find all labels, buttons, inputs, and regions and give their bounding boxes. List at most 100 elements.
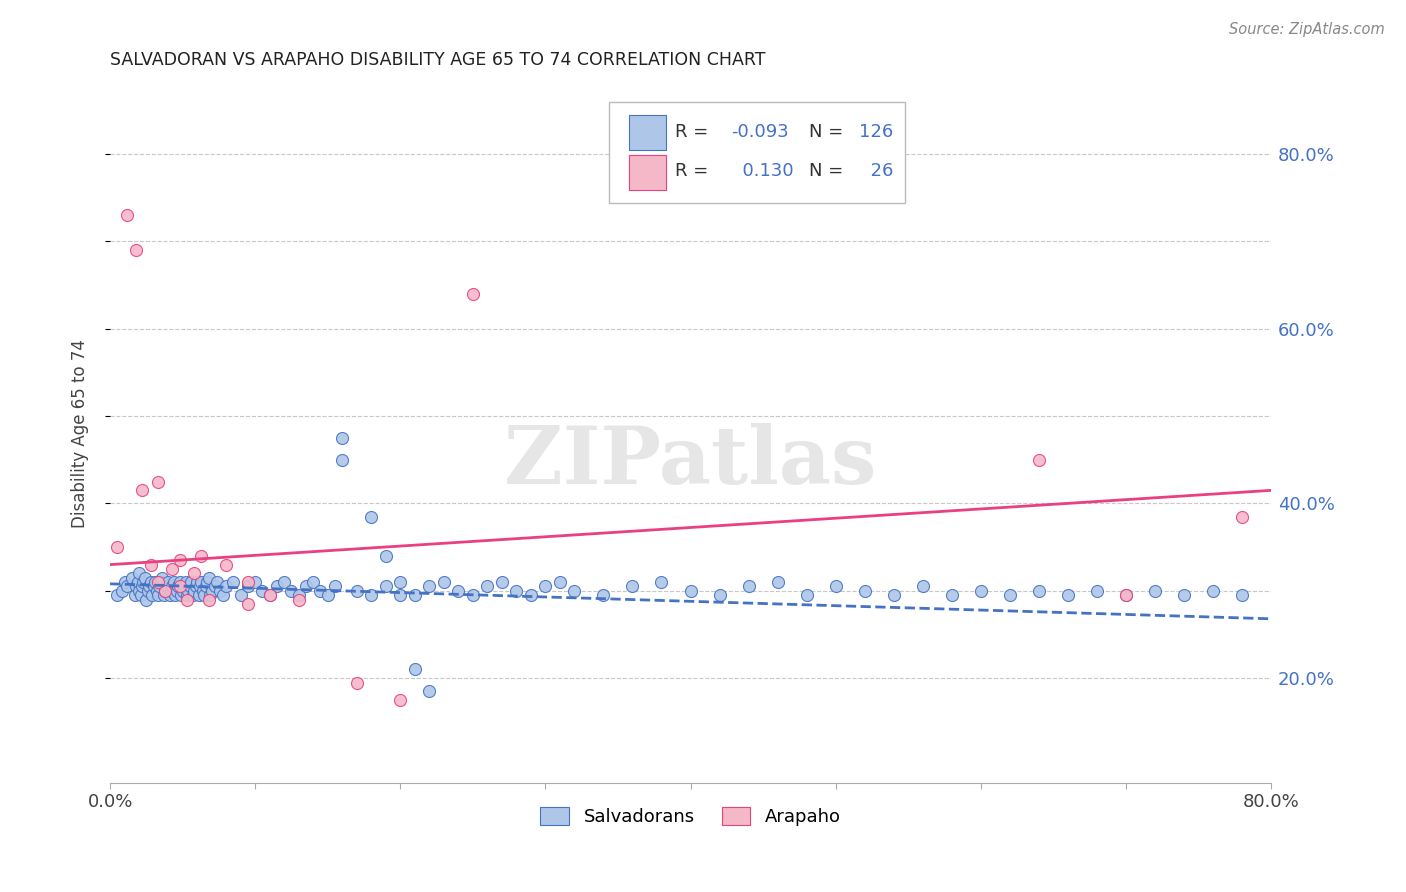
Point (853, 583, 876, 598)
Point (166, 583, 188, 598)
FancyBboxPatch shape (628, 115, 666, 150)
Point (146, 588, 169, 602)
Point (564, 583, 586, 598)
Point (142, 579, 165, 593)
Point (998, 588, 1021, 602)
Point (389, 575, 412, 590)
Point (309, 583, 332, 598)
Point (252, 583, 274, 598)
Point (132, 575, 155, 590)
Point (330, 452, 353, 467)
Point (181, 588, 204, 602)
Point (1202, 583, 1225, 598)
Point (136, 583, 159, 598)
Point (360, 509, 382, 524)
Point (179, 579, 201, 593)
Text: 26: 26 (859, 162, 893, 180)
Point (139, 575, 162, 590)
Text: 126: 126 (859, 123, 893, 141)
Point (183, 583, 205, 598)
Point (134, 571, 156, 585)
Point (433, 575, 456, 590)
Point (883, 588, 905, 602)
Point (1056, 588, 1078, 602)
Point (129, 588, 152, 602)
Point (346, 675, 368, 690)
Point (152, 588, 174, 602)
Y-axis label: Disability Age 65 to 74: Disability Age 65 to 74 (72, 339, 89, 528)
Legend: Salvadorans, Arapaho: Salvadorans, Arapaho (533, 799, 848, 833)
Point (193, 588, 215, 602)
Point (215, 558, 238, 572)
Point (679, 583, 702, 598)
Text: 0.130: 0.130 (731, 162, 794, 180)
Text: SALVADORAN VS ARAPAHO DISABILITY AGE 65 TO 74 CORRELATION CHART: SALVADORAN VS ARAPAHO DISABILITY AGE 65 … (110, 51, 766, 69)
Point (259, 588, 281, 602)
Point (737, 579, 759, 593)
Point (287, 592, 309, 607)
Point (491, 575, 513, 590)
Point (188, 579, 211, 593)
Point (165, 588, 187, 602)
Point (236, 597, 259, 611)
Point (127, 575, 149, 590)
Point (124, 588, 146, 602)
Point (150, 571, 173, 585)
Point (477, 579, 499, 593)
Point (186, 575, 208, 590)
Point (1085, 583, 1108, 598)
Text: N =: N = (808, 123, 849, 141)
Point (287, 588, 309, 602)
Point (592, 588, 614, 602)
Point (404, 663, 426, 677)
Point (190, 549, 212, 563)
Point (194, 579, 217, 593)
Point (125, 579, 148, 593)
Text: R =: R = (675, 123, 714, 141)
Point (970, 583, 993, 598)
FancyBboxPatch shape (609, 102, 905, 203)
Point (138, 579, 160, 593)
Point (461, 286, 484, 301)
Point (911, 579, 934, 593)
Point (111, 583, 134, 598)
Point (236, 579, 259, 593)
Point (1115, 588, 1137, 602)
Point (1028, 583, 1050, 598)
Point (191, 583, 214, 598)
Point (177, 583, 200, 598)
Point (941, 588, 963, 602)
Point (1143, 583, 1166, 598)
Point (650, 575, 672, 590)
Point (176, 588, 198, 602)
Point (125, 243, 148, 257)
Point (1115, 588, 1137, 602)
Point (709, 588, 731, 602)
Point (148, 579, 170, 593)
Text: Source: ZipAtlas.com: Source: ZipAtlas.com (1229, 22, 1385, 37)
Point (259, 588, 281, 602)
Point (173, 579, 195, 593)
Point (180, 575, 202, 590)
Point (117, 208, 139, 222)
Point (404, 588, 426, 602)
Point (389, 693, 412, 707)
Point (114, 575, 136, 590)
Point (209, 583, 232, 598)
Point (447, 583, 470, 598)
Text: ZIPatlas: ZIPatlas (505, 423, 876, 500)
Point (302, 575, 325, 590)
Point (796, 588, 818, 602)
Point (131, 483, 153, 498)
Point (195, 575, 218, 590)
Point (316, 588, 339, 602)
Point (139, 558, 162, 572)
Point (229, 588, 252, 602)
Point (160, 583, 183, 598)
Point (330, 431, 353, 445)
Point (162, 562, 184, 576)
Point (824, 579, 846, 593)
Point (167, 579, 190, 593)
Point (172, 583, 194, 598)
Point (505, 583, 527, 598)
